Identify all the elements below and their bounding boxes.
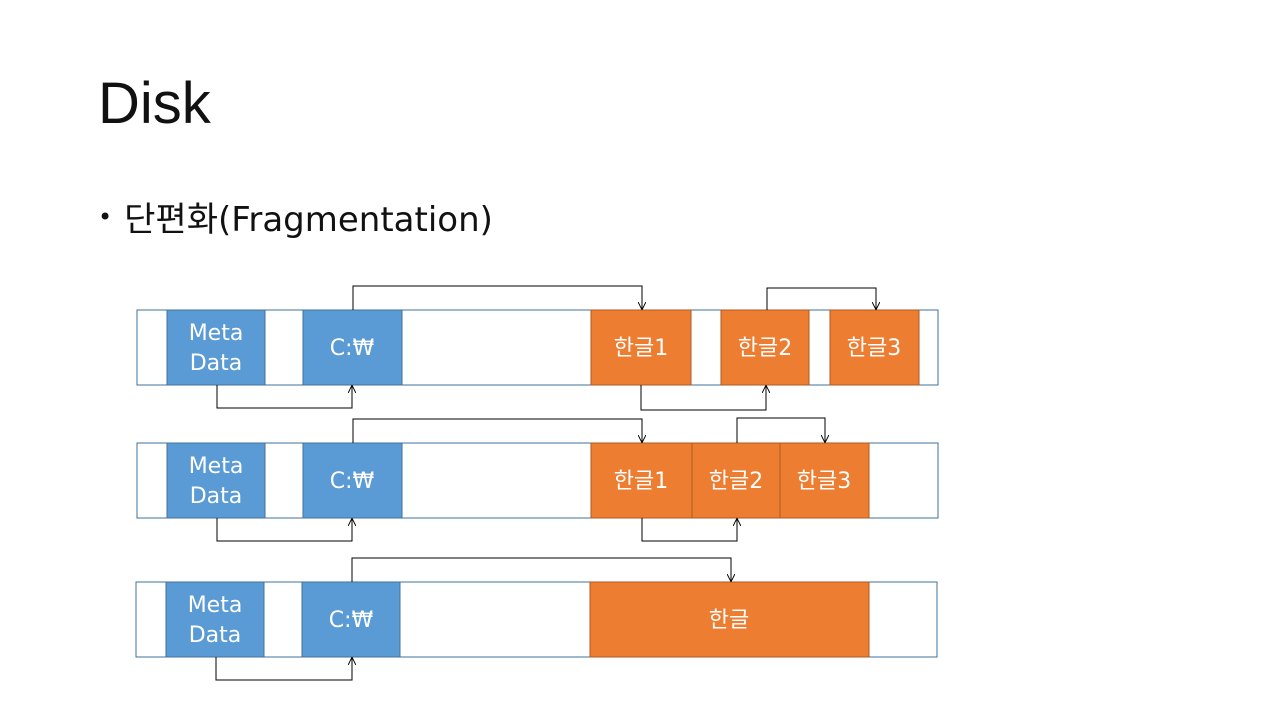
directory-block: C:₩ xyxy=(302,309,403,386)
file-fragment-3: 한글3 xyxy=(779,442,870,519)
meta-data-block: Meta Data xyxy=(165,581,265,658)
meta-data-block: Meta Data xyxy=(166,309,266,386)
directory-label: C:₩ xyxy=(329,608,374,633)
bullet-item: • 단편화(Fragmentation) xyxy=(98,192,493,241)
file-label: 한글1 xyxy=(614,469,668,494)
arrow-dir-to-file xyxy=(351,557,731,582)
arrow-meta-to-dir xyxy=(215,657,352,681)
file-label: 한글2 xyxy=(709,469,763,494)
bullet-icon: • xyxy=(98,202,113,231)
file-fragment-2: 한글2 xyxy=(720,309,810,386)
arrow-frag1-to-frag2 xyxy=(640,385,766,411)
file-contiguous: 한글 xyxy=(589,581,870,658)
directory-block: C:₩ xyxy=(301,581,401,658)
meta-data-block: Meta Data xyxy=(166,442,266,519)
meta-line-1: Meta xyxy=(189,454,244,479)
disk-row-1: Meta Data C:₩ 한글1 한글2 한글3 xyxy=(136,285,939,411)
meta-line-1: Meta xyxy=(188,593,243,618)
arrow-meta-to-dir xyxy=(216,518,352,542)
meta-line-2: Data xyxy=(190,351,243,376)
file-fragment-1: 한글1 xyxy=(590,309,692,386)
file-label: 한글3 xyxy=(847,336,901,361)
file-fragment-3: 한글3 xyxy=(829,309,920,386)
slide-title: Disk xyxy=(98,71,211,136)
arrow-dir-to-file xyxy=(352,285,642,310)
meta-line-1: Meta xyxy=(189,321,244,346)
directory-label: C:₩ xyxy=(330,469,375,494)
arrow-meta-to-dir xyxy=(216,385,352,409)
meta-line-2: Data xyxy=(190,484,243,509)
file-label: 한글3 xyxy=(797,469,851,494)
bullet-text: 단편화(Fragmentation) xyxy=(124,200,493,240)
file-label: 한글2 xyxy=(738,336,792,361)
directory-label: C:₩ xyxy=(330,336,375,361)
directory-block: C:₩ xyxy=(302,442,403,519)
arrow-dir-to-file xyxy=(352,418,642,443)
meta-line-2: Data xyxy=(189,623,242,648)
arrow-frag2-to-frag3 xyxy=(766,287,876,310)
file-fragment-1: 한글1 xyxy=(590,442,693,519)
disk-row-3: Meta Data C:₩ 한글 xyxy=(135,557,938,681)
file-label: 한글 xyxy=(709,608,749,633)
arrow-frag1-to-frag2 xyxy=(641,518,737,542)
file-label: 한글1 xyxy=(614,336,668,361)
disk-row-2: Meta Data C:₩ 한글1 한글2 한글3 xyxy=(136,417,939,542)
file-fragment-2: 한글2 xyxy=(691,442,781,519)
arrow-frag2-to-frag3 xyxy=(736,417,825,443)
